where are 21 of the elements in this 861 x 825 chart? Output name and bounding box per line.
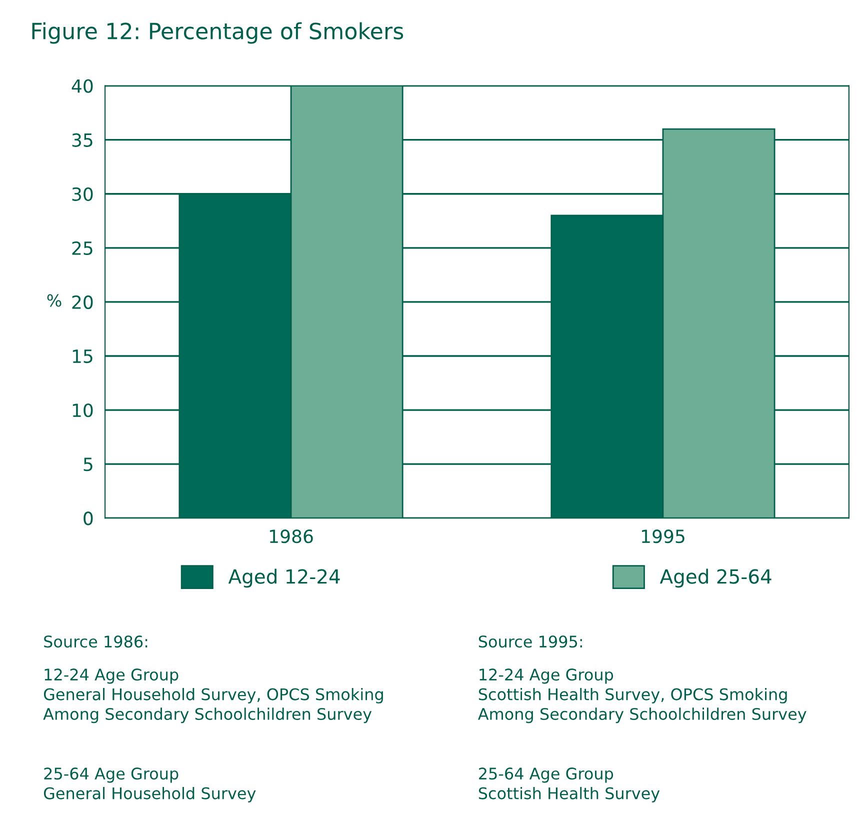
source-note: Source 1986: xyxy=(44,636,148,648)
y-tick-label: 40 xyxy=(72,79,93,93)
text: 12-24 Age Group Scottish Health Survey, OPCS Smoking Among Secondary Schoolchildren Survey xyxy=(478,668,806,724)
y-tick-label: 10 xyxy=(72,403,93,418)
legend-label: Aged 25-64 xyxy=(660,568,772,588)
chart-title: Figure 12: Percentage of Smokers xyxy=(32,22,404,44)
y-tick-label: 25 xyxy=(72,241,92,256)
x-tick-label: 1995 xyxy=(642,530,684,544)
y-tick-label: 5 xyxy=(84,458,92,472)
text: 12-24 Age Group General Household Survey, OPCS Smoking Among Secondary Schoolchildren Survey xyxy=(43,668,383,724)
y-tick-label: 30 xyxy=(72,187,93,201)
y-tick-label: 35 xyxy=(72,133,92,147)
text: 25-64 Age Group Scottish Health Survey xyxy=(478,768,660,802)
legend-label: Aged 12-24 xyxy=(228,568,340,588)
x-tick-label: 1986 xyxy=(270,530,313,544)
text: 25-64 Age Group General Household Survey xyxy=(44,768,256,802)
y-tick-label: 20 xyxy=(72,295,93,310)
y-axis-title: % xyxy=(47,294,62,307)
y-tick-label: 0 xyxy=(84,512,93,526)
y-tick-label: 15 xyxy=(72,350,92,364)
source-note: Source 1995: xyxy=(478,636,582,648)
